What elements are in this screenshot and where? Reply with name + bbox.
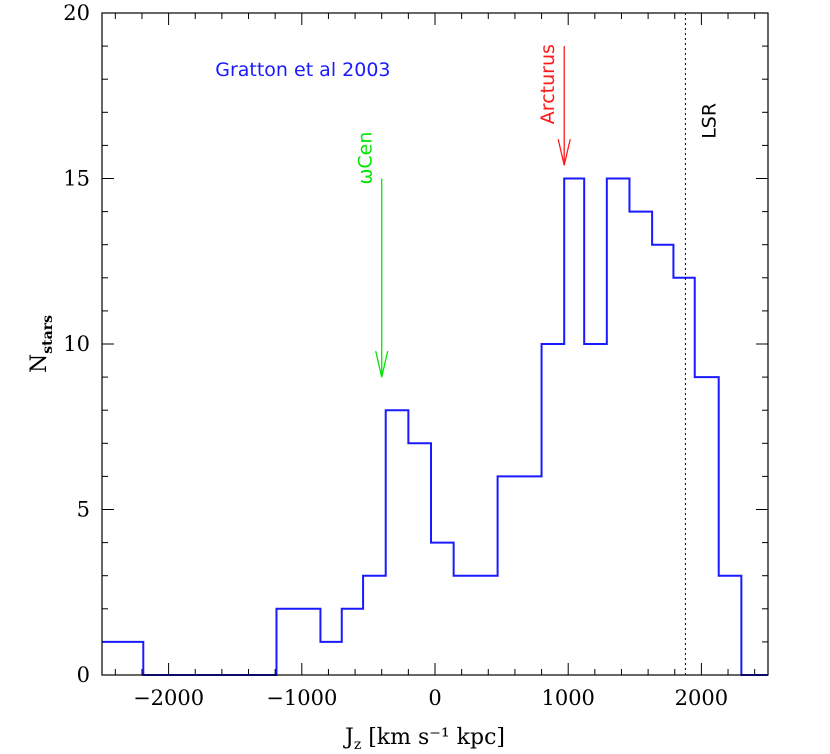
labels-layer: −2000 −1000 0 1000 2000 0 5 10 15 20 Jz [km s⁻¹ kp… <box>27 1 728 753</box>
omega-cen-arrow-head <box>375 350 389 378</box>
x-tick-label: 2000 <box>675 686 728 710</box>
x-tick-label: −1000 <box>266 686 337 710</box>
x-tick-label: −2000 <box>133 686 204 710</box>
annotations-layer: Gratton et al 2003 ωCen Arcturus LSR <box>215 13 720 675</box>
y-tick-label: 10 <box>63 332 90 356</box>
x-tick-label: 1000 <box>541 686 594 710</box>
arcturus-label: Arcturus <box>537 44 559 124</box>
lsr-label: LSR <box>698 103 720 139</box>
legend-label-gratton: Gratton et al 2003 <box>215 59 390 81</box>
arcturus-arrow-head <box>557 139 571 166</box>
x-tick-label: 0 <box>428 686 441 710</box>
series-layer <box>102 177 768 676</box>
y-axis-title: Nstars <box>27 315 56 373</box>
y-tick-label: 20 <box>63 1 90 25</box>
y-tick-label: 5 <box>77 498 90 522</box>
y-tick-label: 15 <box>63 167 90 191</box>
omega-cen-label: ωCen <box>355 132 377 185</box>
ticks-layer <box>102 12 768 676</box>
y-tick-label: 0 <box>77 663 90 687</box>
histogram-step-line <box>102 177 768 676</box>
x-axis-title: Jz [km s⁻¹ kpc] <box>343 725 505 753</box>
plot-frame <box>101 12 769 676</box>
